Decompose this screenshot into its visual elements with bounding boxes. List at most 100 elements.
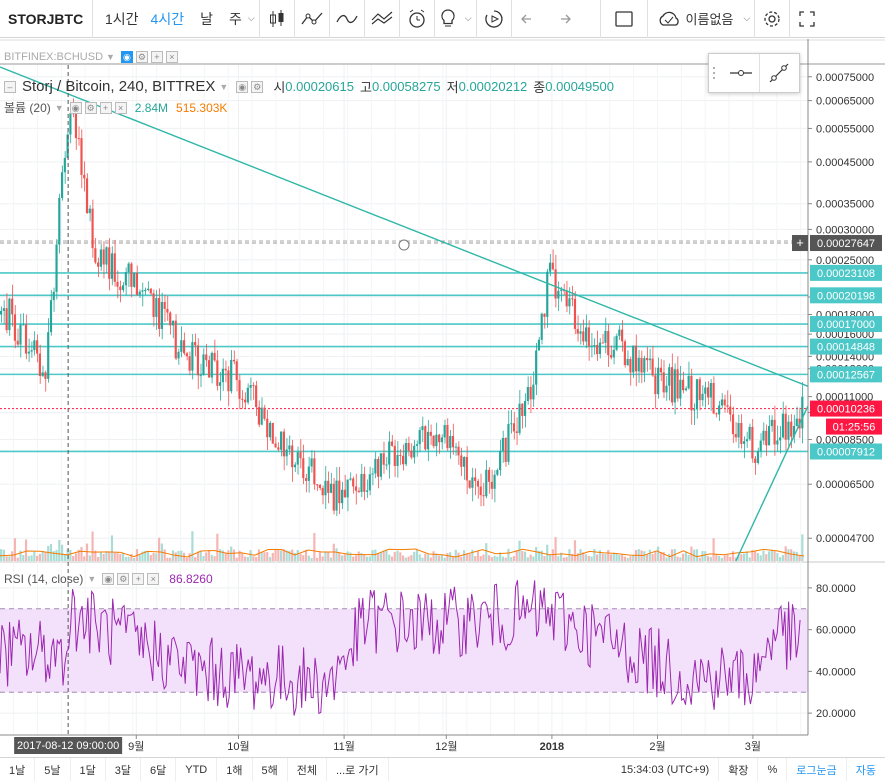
candle-body [282,431,285,457]
volume-bar [274,549,277,561]
candle-body [252,385,255,387]
drag-handle-icon[interactable] [712,58,722,88]
close-icon[interactable]: × [165,51,178,63]
percent-button[interactable]: % [758,757,788,781]
candle-body [659,367,663,373]
overlay-symbol[interactable]: BITFINEX:BCHUSD [4,51,104,63]
cloud-dropdown-icon[interactable]: ⌵ [743,13,751,23]
range-6m-button[interactable]: 6달 [141,757,177,781]
candle-body [523,400,527,416]
volume-bar [493,555,496,561]
layout-icon[interactable] [601,0,647,38]
candles-icon[interactable] [260,0,294,38]
idea-icon[interactable] [435,0,461,38]
volume-bar [621,554,624,561]
visibility-icon[interactable]: ◉ [102,573,115,585]
undo-icon[interactable] [512,0,546,38]
interval-1h-button[interactable]: 1시간 [105,10,139,27]
add-icon[interactable]: + [132,573,145,585]
interval-dropdown-icon[interactable]: ⌵ [247,13,255,23]
volume-bar [324,551,327,561]
rsi-caret-icon[interactable]: ▼ [87,574,97,584]
cloud-save-button[interactable]: 이름없음 [648,0,740,38]
volume-bar [169,557,172,561]
log-scale-button[interactable]: 로그눈금 [787,757,847,781]
legend-caret-icon[interactable]: ▼ [219,81,229,92]
volume-bar [454,549,457,561]
auto-scale-button[interactable]: 자동 [855,764,876,777]
candle-body [629,358,632,373]
candle-body [185,353,188,357]
range-all-button[interactable]: 전체 [288,757,327,781]
range-1y-button[interactable]: 1해 [217,757,253,781]
candle-body [779,437,782,441]
indicators-icon[interactable] [295,0,329,38]
candle-body [63,157,66,173]
rsi-label[interactable]: RSI (14, close) [4,572,84,586]
open-label: 시 [273,80,286,95]
range-5d-button[interactable]: 5날 [35,757,71,781]
level-handle [398,239,410,251]
candle-body [55,244,58,292]
add-icon[interactable]: + [99,101,112,114]
candle-body [632,345,635,373]
settings-small-icon[interactable]: ⚙ [251,80,264,93]
overlay-caret-icon[interactable]: ▼ [106,52,115,62]
range-1m-button[interactable]: 1달 [71,757,106,781]
interval-week-button[interactable]: 주 [228,10,242,27]
volume-bar [374,549,377,561]
volume-caret-icon[interactable]: ▼ [54,102,64,113]
volume-bar [754,551,757,561]
candle-body [94,248,97,263]
volume-bar [787,549,790,561]
volume-bar [288,550,291,561]
close-icon[interactable]: × [114,101,127,114]
idea-dropdown-icon[interactable]: ⌵ [464,13,472,23]
range-5y-button[interactable]: 5해 [253,757,288,781]
fullscreen-icon[interactable] [790,0,824,38]
chart-svg[interactable]: 0.00075000 0.00065000 0.00055000 0.00045000… [0,39,885,757]
candle-body [693,409,696,411]
range-ytd-button[interactable]: YTD [176,757,218,781]
settings-small-icon[interactable]: ⚙ [135,51,148,63]
trend-line-tool-icon[interactable] [760,54,798,92]
horizontal-line-tool-icon[interactable] [722,54,760,92]
settings-icon[interactable] [755,0,789,38]
range-1d-button[interactable]: 1날 [0,757,36,781]
replay-icon[interactable] [477,0,511,38]
price-level-label: 0.00012567 [817,369,875,381]
compare-icon[interactable] [365,0,399,38]
main-legend-title[interactable]: Storj / Bitcoin, 240, BITTREX [22,78,216,95]
clock-time[interactable]: 15:34:03 (UTC+9) [612,757,720,781]
time-tick-label: 3월 [745,740,761,753]
goto-button[interactable]: ...로 가기 [327,757,389,781]
interval-4h-button[interactable]: 4시간 [150,10,185,27]
symbol-search[interactable]: STORJBTC [8,10,84,27]
volume-label[interactable]: 볼륨 (20) [4,101,51,115]
alert-icon[interactable] [400,0,434,38]
volume-bar [127,556,130,561]
close-icon[interactable]: × [147,573,160,585]
candle-body [47,332,50,379]
visibility-icon[interactable]: ◉ [120,51,133,63]
add-icon[interactable]: + [150,51,163,63]
candle-body [706,387,710,398]
candle-body [698,379,701,401]
collapse-icon[interactable]: – [4,80,16,93]
extend-button[interactable]: 확장 [719,757,759,781]
redo-icon[interactable] [546,0,580,38]
candle-body [124,272,127,286]
settings-small-icon[interactable]: ⚙ [117,573,130,585]
visibility-icon[interactable]: ◉ [69,101,82,114]
volume-bar [365,556,369,561]
range-3m-button[interactable]: 3달 [106,757,141,781]
line-icon[interactable] [330,0,364,38]
volume-bar [720,557,723,561]
candle-body [263,407,266,419]
visibility-icon[interactable]: ◉ [236,80,249,93]
candle-body [191,342,194,371]
settings-small-icon[interactable]: ⚙ [84,101,97,114]
interval-day-button[interactable]: 날 [200,10,213,27]
candle-body [141,290,144,292]
